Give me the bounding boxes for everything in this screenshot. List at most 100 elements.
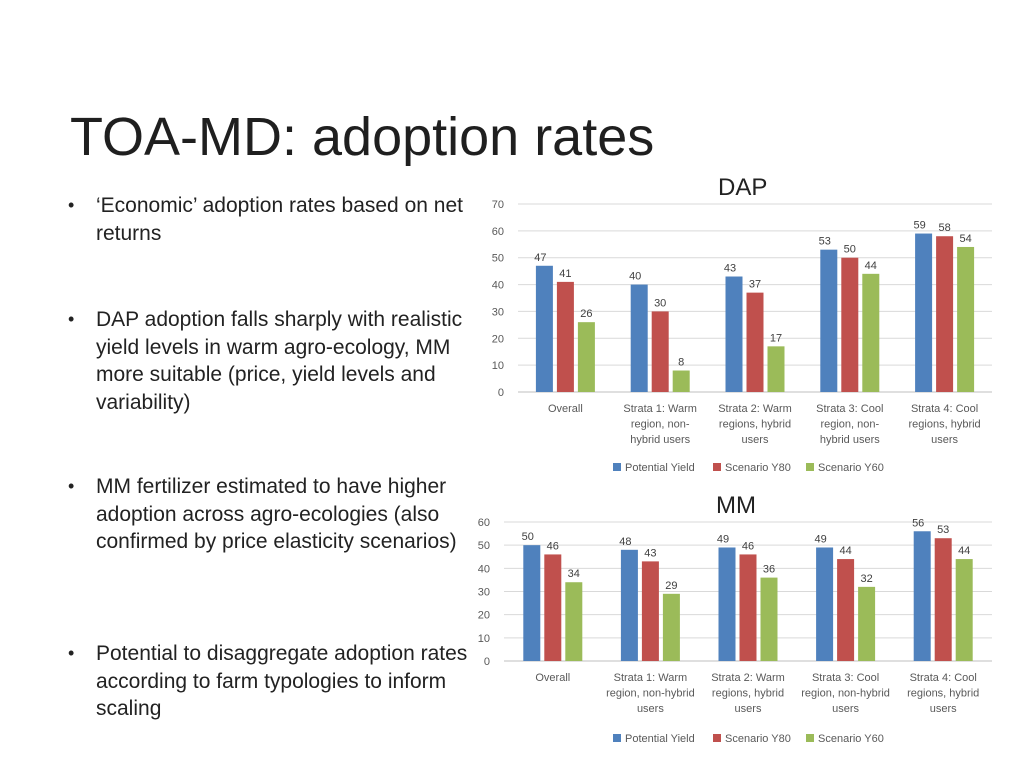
bar xyxy=(577,322,595,392)
bar xyxy=(957,246,975,392)
legend-label: Scenario Y60 xyxy=(818,733,884,745)
bar xyxy=(760,577,778,661)
x-tick-label: users xyxy=(742,434,769,446)
bar xyxy=(934,538,952,661)
bar xyxy=(767,346,785,392)
data-label: 49 xyxy=(814,533,826,545)
x-tick-label: regions, hybrid xyxy=(712,688,784,700)
data-label: 50 xyxy=(522,531,534,543)
data-label: 30 xyxy=(654,297,666,309)
bar xyxy=(620,549,638,661)
x-tick-label: region, non-hybrid xyxy=(606,688,695,700)
bullet-dot-icon: • xyxy=(68,476,75,496)
data-label: 54 xyxy=(959,233,971,245)
legend-swatch xyxy=(806,463,814,471)
legend-label: Potential Yield xyxy=(625,733,695,745)
chart-title-mm: MM xyxy=(716,492,756,519)
bullet-item: • DAP adoption falls sharply with realis… xyxy=(62,306,472,416)
y-tick-label: 60 xyxy=(492,226,504,238)
bar xyxy=(556,281,574,392)
y-tick-label: 40 xyxy=(492,280,504,292)
data-label: 44 xyxy=(958,545,970,557)
x-tick-label: hybrid users xyxy=(820,434,880,446)
bullet-text: MM fertilizer estimated to have higher a… xyxy=(96,475,457,553)
data-label: 32 xyxy=(860,573,872,585)
data-label: 36 xyxy=(763,564,775,576)
bullet-dot-icon: • xyxy=(68,309,75,329)
x-tick-label: users xyxy=(735,703,762,715)
data-label: 37 xyxy=(749,279,761,291)
x-tick-label: region, non- xyxy=(820,419,879,431)
bar xyxy=(746,292,764,392)
bullet-dot-icon: • xyxy=(68,195,75,215)
data-label: 59 xyxy=(913,220,925,232)
data-label: 29 xyxy=(665,580,677,592)
x-tick-label: Strata 2: Warm xyxy=(718,403,792,415)
bar xyxy=(955,559,973,661)
bar xyxy=(816,547,834,661)
y-tick-label: 70 xyxy=(492,199,504,211)
data-label: 58 xyxy=(938,222,950,234)
data-label: 44 xyxy=(839,545,851,557)
data-label: 46 xyxy=(742,540,754,552)
legend-swatch xyxy=(613,734,621,742)
x-tick-label: users xyxy=(931,434,958,446)
y-tick-label: 0 xyxy=(498,387,504,399)
bar xyxy=(862,273,880,392)
x-tick-label: regions, hybrid xyxy=(909,419,981,431)
y-tick-label: 60 xyxy=(478,517,490,529)
legend-swatch xyxy=(713,734,721,742)
bar xyxy=(915,233,933,392)
data-label: 41 xyxy=(559,268,571,280)
bar xyxy=(544,554,562,661)
bar xyxy=(662,593,680,661)
data-label: 40 xyxy=(629,271,641,283)
bullet-text: ‘Economic’ adoption rates based on net r… xyxy=(96,194,463,245)
x-tick-label: Strata 1: Warm xyxy=(623,403,697,415)
bar xyxy=(837,559,855,661)
x-tick-label: Strata 3: Cool xyxy=(816,403,883,415)
bullet-text: DAP adoption falls sharply with realisti… xyxy=(96,308,463,414)
x-tick-label: Overall xyxy=(535,672,570,684)
data-label: 46 xyxy=(547,540,559,552)
mm-chart: 0 10 20 30 40 50 60 50 46 34 Overall 48 43 29 Strata 1… xyxy=(478,517,992,745)
data-label: 44 xyxy=(865,260,877,272)
x-tick-label: region, non-hybrid xyxy=(801,688,890,700)
data-label: 53 xyxy=(819,236,831,248)
y-tick-label: 50 xyxy=(492,253,504,265)
bar xyxy=(523,545,541,661)
x-tick-label: Strata 1: Warm xyxy=(614,672,688,684)
bar xyxy=(672,370,690,392)
bar xyxy=(565,582,583,661)
x-tick-label: Strata 2: Warm xyxy=(711,672,785,684)
data-label: 56 xyxy=(912,517,924,529)
data-label: 47 xyxy=(534,252,546,264)
y-tick-label: 30 xyxy=(478,587,490,599)
data-label: 17 xyxy=(770,332,782,344)
bullet-item: • MM fertilizer estimated to have higher… xyxy=(62,473,472,556)
bar xyxy=(913,531,931,661)
legend-label: Scenario Y80 xyxy=(725,733,791,745)
bar xyxy=(820,249,838,392)
x-tick-label: region, non- xyxy=(631,419,690,431)
bar xyxy=(739,554,757,661)
bar xyxy=(641,561,659,661)
dap-chart: 0 10 20 30 40 50 60 70 47 41 26 Overall 40 30 8 Strata … xyxy=(492,199,992,474)
data-label: 48 xyxy=(619,536,631,548)
chart-title-dap: DAP xyxy=(718,174,768,201)
y-tick-label: 50 xyxy=(478,540,490,552)
bullet-dot-icon: • xyxy=(68,643,75,663)
x-tick-label: Overall xyxy=(548,403,583,415)
x-tick-label: regions, hybrid xyxy=(719,419,791,431)
x-tick-label: hybrid users xyxy=(630,434,690,446)
bullet-item: • ‘Economic’ adoption rates based on net… xyxy=(62,192,472,247)
data-label: 34 xyxy=(568,568,580,580)
y-tick-label: 0 xyxy=(484,656,490,668)
data-label: 53 xyxy=(937,524,949,536)
data-label: 49 xyxy=(717,533,729,545)
bar xyxy=(936,236,954,392)
legend-label: Scenario Y60 xyxy=(818,462,884,474)
legend-label: Potential Yield xyxy=(625,462,695,474)
legend-swatch xyxy=(613,463,621,471)
legend-swatch xyxy=(713,463,721,471)
